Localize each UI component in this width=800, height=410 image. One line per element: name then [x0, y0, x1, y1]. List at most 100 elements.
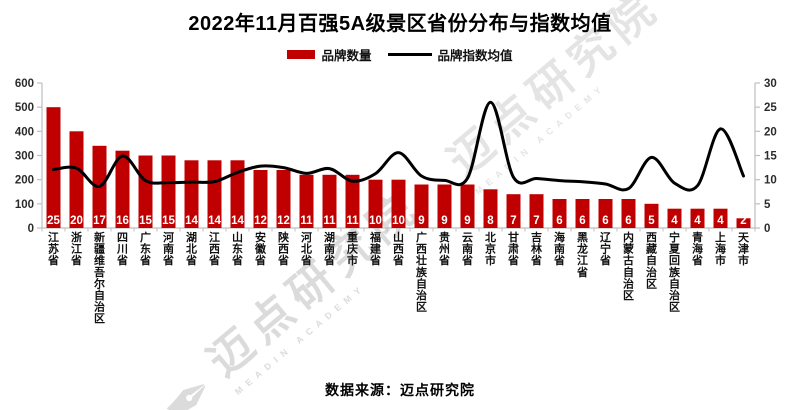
brand-index-line — [52, 100, 745, 192]
category-label-江苏省: 江苏省 — [47, 230, 59, 267]
right-axis-tick-label: 30 — [764, 78, 777, 90]
right-axis-tick-label: 10 — [764, 175, 777, 187]
category-label-广西壮族自治区: 广西壮族自治区 — [416, 230, 428, 314]
bar-黑龙江省 — [575, 199, 590, 228]
category-label-西藏自治区: 西藏自治区 — [646, 231, 657, 290]
bar-value-label: 11 — [323, 215, 336, 227]
bar-value-label: 8 — [487, 215, 494, 227]
bar-上海市 — [713, 208, 728, 228]
category-label-云南省: 云南省 — [461, 231, 473, 267]
category-label-山东省: 山东省 — [231, 230, 243, 267]
category-label-山西省: 山西省 — [392, 230, 404, 267]
category-label-贵州省: 贵州省 — [438, 230, 450, 267]
bar-湖南省 — [322, 174, 337, 228]
bar-江苏省 — [46, 107, 61, 228]
bar-value-label: 14 — [208, 215, 221, 227]
left-axis-tick-label: 100 — [15, 199, 34, 211]
bar-value-label: 25 — [47, 215, 60, 227]
bar-四川省 — [115, 150, 130, 228]
bar-value-label: 17 — [93, 215, 106, 227]
bar-value-label: 6 — [625, 215, 631, 227]
left-axis-tick-label: 300 — [15, 151, 34, 163]
category-label-上海市: 上海市 — [715, 230, 726, 267]
category-label-陕西省: 陕西省 — [277, 230, 289, 267]
bar-广东省 — [138, 155, 153, 228]
bar-value-label: 10 — [369, 215, 382, 227]
bar-广西壮族自治区 — [414, 184, 429, 228]
bar-value-label: 6 — [579, 215, 585, 227]
left-axis-tick-label: 500 — [15, 102, 34, 114]
legend: 品牌数量 品牌指数均值 — [0, 45, 800, 63]
category-label-河北省: 河北省 — [300, 230, 312, 267]
bar-value-label: 7 — [533, 215, 539, 227]
bar-吉林省 — [529, 194, 544, 228]
legend-item-brand-count: 品牌数量 — [287, 45, 372, 64]
bar-value-label: 14 — [231, 215, 244, 227]
legend-item-index-avg: 品牌指数均值 — [387, 45, 513, 64]
bar-value-label: 15 — [139, 215, 152, 227]
bar-value-label: 10 — [392, 215, 405, 227]
category-label-江西省: 江西省 — [208, 230, 220, 267]
bar-甘肃省 — [506, 194, 521, 228]
bar-贵州省 — [437, 184, 452, 228]
category-label-新疆维吾尔自治区: 新疆维吾尔自治区 — [93, 230, 105, 325]
line-legend-swatch — [387, 52, 432, 56]
bar-value-label: 9 — [464, 215, 470, 227]
left-axis-tick-label: 200 — [15, 175, 34, 187]
bar-河南省 — [161, 155, 176, 228]
bar-value-label: 6 — [602, 215, 608, 227]
bar-value-label: 7 — [510, 215, 516, 227]
bar-value-label: 12 — [277, 215, 290, 227]
bar-宁夏回族自治区 — [667, 208, 682, 228]
bar-北京市 — [483, 189, 498, 228]
category-label-重庆市: 重庆市 — [346, 230, 358, 267]
category-label-吉林省: 吉林省 — [530, 230, 542, 267]
right-axis-tick-label: 5 — [764, 199, 771, 211]
category-label-甘肃省: 甘肃省 — [507, 230, 519, 267]
data-source-note: 数据来源：迈点研究院 — [325, 382, 475, 398]
bar-value-label: 9 — [441, 215, 447, 227]
bar-云南省 — [460, 184, 475, 228]
category-label-湖北省: 湖北省 — [185, 230, 197, 267]
bar-辽宁省 — [598, 199, 613, 228]
category-label-海南省: 海南省 — [553, 230, 565, 267]
bar-江西省 — [207, 160, 222, 228]
category-label-内蒙古自治区: 内蒙古自治区 — [623, 230, 634, 302]
bar-legend-swatch — [287, 49, 316, 59]
left-axis-tick-label: 400 — [15, 126, 34, 138]
right-axis-tick-label: 25 — [764, 102, 777, 114]
category-label-黑龙江省: 黑龙江省 — [576, 231, 588, 279]
bar-value-label: 11 — [346, 215, 359, 227]
bar-青海省 — [690, 208, 705, 228]
right-axis-tick-label: 20 — [764, 126, 777, 138]
legend-label-index-avg: 品牌指数均值 — [437, 48, 513, 63]
category-label-天津市: 天津市 — [738, 231, 750, 267]
bar-山西省 — [391, 179, 406, 228]
bar-value-label: 4 — [717, 215, 724, 227]
category-label-青海省: 青海省 — [691, 230, 703, 267]
bar-河北省 — [299, 174, 314, 228]
chart-title: 2022年11月百强5A级景区省份分布与指数均值 — [188, 13, 612, 35]
bar-重庆市 — [345, 174, 360, 228]
bar-value-label: 16 — [116, 215, 129, 227]
bar-value-label: 14 — [185, 215, 198, 227]
bar-value-label: 9 — [418, 215, 424, 227]
bar-福建省 — [368, 179, 383, 228]
category-label-湖南省: 湖南省 — [323, 230, 335, 267]
right-axis-tick-label: 15 — [764, 151, 777, 163]
bar-浙江省 — [69, 131, 84, 228]
category-label-广东省: 广东省 — [139, 230, 151, 267]
bar-value-label: 11 — [300, 215, 313, 227]
bar-陕西省 — [276, 170, 291, 228]
category-label-安徽省: 安徽省 — [254, 230, 267, 267]
bar-value-label: 4 — [694, 215, 701, 227]
bar-内蒙古自治区 — [621, 199, 636, 228]
legend-label-brand-count: 品牌数量 — [321, 48, 372, 63]
category-label-福建省: 福建省 — [369, 230, 382, 267]
bar-value-label: 20 — [70, 215, 83, 227]
category-label-浙江省: 浙江省 — [70, 230, 82, 267]
category-label-北京市: 北京市 — [485, 230, 496, 267]
category-label-宁夏回族自治区: 宁夏回族自治区 — [669, 230, 681, 314]
